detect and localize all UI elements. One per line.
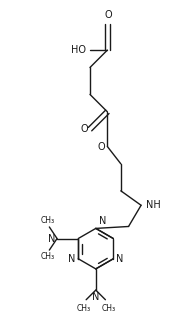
Text: CH₃: CH₃	[76, 304, 90, 312]
Text: CH₃: CH₃	[101, 304, 115, 312]
Text: HO: HO	[71, 45, 86, 55]
Text: N: N	[68, 254, 75, 264]
Text: CH₃: CH₃	[40, 252, 55, 261]
Text: NH: NH	[146, 200, 161, 210]
Text: N: N	[116, 254, 124, 264]
Text: CH₃: CH₃	[40, 216, 55, 225]
Text: N: N	[92, 292, 100, 302]
Text: O: O	[80, 124, 88, 134]
Text: O: O	[105, 10, 112, 20]
Text: N: N	[99, 216, 106, 226]
Text: O: O	[98, 143, 105, 153]
Text: N: N	[48, 233, 55, 244]
